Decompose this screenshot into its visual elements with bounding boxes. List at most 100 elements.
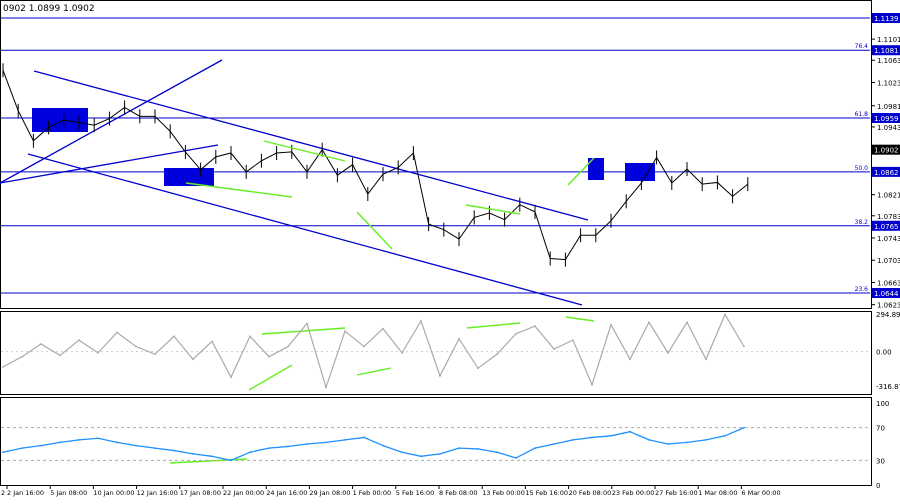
time-axis-label: 6 Mar 00:00: [741, 489, 780, 497]
time-axis-label: 13 Feb 00:00: [482, 489, 525, 497]
price-series: [2, 63, 749, 267]
trend-channel-line: [33, 70, 589, 221]
level-price-label: 1.0959: [874, 115, 899, 123]
rsi-panel-frame: [0, 397, 872, 486]
rsi-point: [154, 447, 156, 449]
time-axis-label: 10 Jan 00:00: [93, 489, 134, 497]
cci-point: [610, 323, 612, 326]
rsi-point: [363, 436, 365, 439]
horizontal-levels[interactable]: 1.1139 1.1081 76.4 1.0959 61.8 1.0862 50.0 1.07…: [1, 13, 900, 298]
cci-point: [686, 321, 688, 324]
time-axis-label: 29 Jan 08:00: [309, 489, 350, 497]
cci-point: [40, 343, 42, 345]
price-tick-label: 1.1063: [877, 57, 900, 65]
cci-point: [21, 355, 23, 358]
divergence-lines[interactable]: [169, 140, 595, 464]
time-axis-label: 2 Jan 16:00: [7, 489, 44, 497]
rsi-axis-label: 100: [876, 400, 889, 408]
cci-point: [496, 353, 498, 356]
supply-demand-zones[interactable]: [32, 108, 655, 186]
cci-point: [59, 354, 61, 357]
rsi-point: [610, 434, 612, 437]
rsi-point: [686, 441, 688, 444]
rsi-axis-label: 0: [876, 482, 880, 490]
divergence-line: [567, 157, 595, 186]
fib-ratio-label: 50.0: [855, 165, 869, 172]
cci-point: [648, 321, 650, 324]
level-price-label: 1.0765: [874, 223, 899, 231]
cci-point: [287, 345, 289, 348]
rsi-point: [97, 437, 99, 440]
time-axis-label: 27 Feb 16:00: [655, 489, 698, 497]
cci-point: [401, 351, 403, 354]
rsi-point: [743, 426, 745, 429]
rsi-point: [496, 451, 498, 454]
cci-point: [724, 313, 726, 316]
trend-channel-lines[interactable]: [0, 59, 589, 306]
cci-point: [306, 322, 308, 325]
rsi-point: [287, 445, 289, 448]
cci-point: [230, 376, 232, 378]
rsi-point: [420, 455, 422, 458]
time-axis-label: 5 Feb 16:00: [396, 489, 435, 497]
rsi-point: [116, 441, 118, 444]
time-axis-label: 23 Feb 00:00: [612, 489, 655, 497]
cci-line: [2, 313, 745, 390]
rsi-point: [591, 436, 593, 439]
time-axis-label: 5 Jan 08:00: [50, 489, 87, 497]
time-axis-label: 1 Feb 00:00: [353, 489, 392, 497]
cci-point: [116, 331, 118, 334]
cci-point: [629, 358, 631, 361]
price-tick-label: 1.1023: [877, 79, 900, 87]
cci-point: [477, 367, 479, 370]
cci-point: [192, 358, 194, 361]
rsi-point: [325, 441, 327, 444]
rsi-axis-label: 30: [876, 457, 885, 465]
level-price-tag: [872, 13, 900, 23]
cci-point: [439, 374, 441, 377]
cci-point: [211, 340, 213, 343]
rsi-series: 100 70 30 0: [1, 400, 889, 490]
level-price-tag: [872, 45, 900, 56]
rsi-axis-label: 70: [876, 425, 885, 433]
time-axis-label: 17 Jan 08:00: [180, 489, 221, 497]
cci-point: [363, 345, 365, 348]
rsi-point: [40, 444, 42, 447]
price-tick-label: 1.0623: [877, 302, 900, 310]
rsi-point: [724, 434, 726, 437]
rsi-point: [173, 449, 175, 452]
price-line: [2, 70, 749, 261]
divergence-line: [248, 364, 293, 391]
divergence-line: [263, 140, 346, 162]
rsi-point: [78, 439, 80, 441]
rsi-point: [2, 451, 4, 454]
rsi-point: [306, 443, 308, 445]
level-price-label: 1.1081: [874, 47, 899, 55]
rsi-point: [192, 452, 194, 455]
cci-point: [78, 339, 80, 342]
time-axis-label: 20 Feb 08:00: [569, 489, 612, 497]
price-axis: 1.1101 1.1063 1.1023 1.0981 1.0943 1.0821 1.07…: [871, 36, 900, 310]
supply-demand-zone: [625, 163, 655, 181]
rsi-point: [515, 457, 517, 459]
cci-point: [135, 345, 137, 348]
rsi-point: [401, 451, 403, 454]
rsi-point: [477, 448, 479, 450]
rsi-point: [629, 430, 631, 433]
time-axis-label: 15 Feb 16:00: [525, 489, 568, 497]
cci-point: [515, 332, 517, 335]
price-tick-label: 1.0703: [877, 257, 900, 265]
supply-demand-zone: [588, 158, 604, 180]
level-price-tag: [872, 288, 900, 298]
cci-point: [344, 330, 346, 333]
price-panel-frame: [0, 0, 872, 309]
cci-point: [572, 339, 574, 342]
price-tick-label: 1.0743: [877, 235, 900, 243]
level-price-tag: [872, 113, 900, 123]
rsi-point: [21, 447, 23, 449]
current-price-tag: [872, 144, 900, 155]
cci-series: 294.899 0.00 -316.878: [1, 311, 900, 391]
cci-point: [97, 351, 99, 354]
